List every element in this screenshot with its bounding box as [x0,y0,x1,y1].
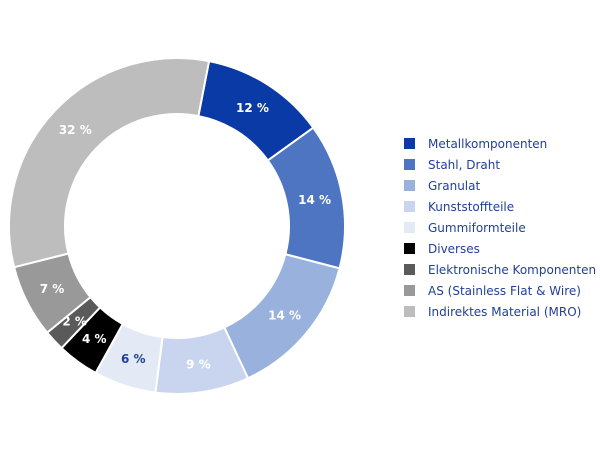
slice-label-2: 14 % [298,193,331,207]
legend-swatch-8 [404,285,415,296]
legend-item-8: AS (Stainless Flat & Wire) [404,280,596,301]
legend-item-2: Stahl, Draht [404,154,596,175]
legend-label-5: Gummiformteile [428,220,526,235]
slice-label-3: 14 % [268,309,301,323]
legend-item-9: Indirektes Material (MRO) [404,301,596,322]
slice-label-4: 9 % [186,357,211,371]
chart-legend: Metallkomponenten Stahl, Draht Granulat Kun… [404,133,596,322]
legend-swatch-2 [404,159,415,170]
legend-label-1: Metallkomponenten [428,136,548,151]
legend-label-7: Elektronische Komponenten [428,262,597,277]
slice-label-1: 12 % [236,101,269,115]
legend-swatch-4 [404,201,415,212]
legend-item-1: Metallkomponenten [404,133,596,154]
legend-swatch-3 [404,180,415,191]
legend-swatch-7 [404,264,415,275]
legend-item-7: Elektronische Komponenten [404,259,596,280]
legend-item-6: Diverses [404,238,596,259]
legend-swatch-5 [404,222,415,233]
legend-label-9: Indirektes Material (MRO) [428,304,582,319]
slice-label-6: 4 % [82,332,107,346]
donut-slice-9 [8,57,211,269]
legend-swatch-9 [404,306,415,317]
slice-label-5: 6 % [121,352,146,366]
slice-label-7: 2 % [62,314,87,328]
legend-swatch-1 [404,138,415,149]
legend-label-3: Granulat [428,178,481,193]
legend-label-2: Stahl, Draht [428,157,501,172]
legend-label-6: Diverses [428,241,480,256]
legend-label-8: AS (Stainless Flat & Wire) [428,283,581,298]
legend-swatch-6 [404,243,415,254]
legend-item-5: Gummiformteile [404,217,596,238]
donut-chart: 12 % 14 % 14 % 9 % 6 % 4 % 2 % 7 % 32 % [8,57,346,395]
slice-label-8: 7 % [40,282,65,296]
slice-label-9: 32 % [59,123,92,137]
legend-item-3: Granulat [404,175,596,196]
legend-item-4: Kunststoffteile [404,196,596,217]
legend-label-4: Kunststoffteile [428,199,515,214]
